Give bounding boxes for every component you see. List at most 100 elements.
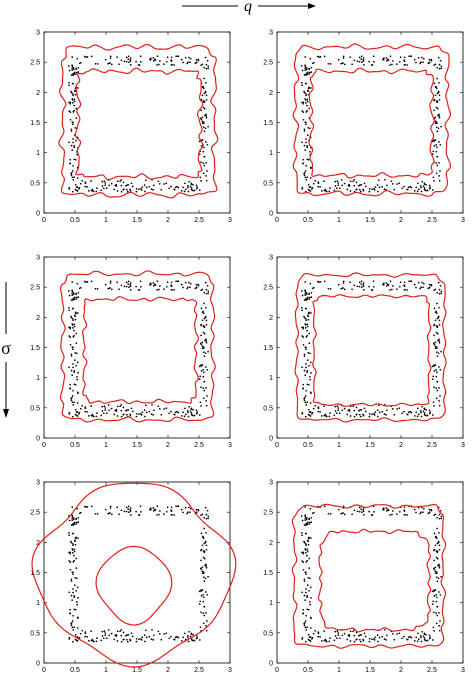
data-point bbox=[126, 634, 128, 636]
data-point bbox=[72, 292, 75, 294]
data-point bbox=[438, 94, 441, 97]
data-point bbox=[356, 510, 359, 513]
data-point bbox=[158, 408, 161, 410]
data-point bbox=[72, 67, 75, 69]
data-point bbox=[184, 638, 187, 641]
data-point bbox=[437, 91, 440, 94]
data-point bbox=[301, 141, 303, 144]
data-point bbox=[203, 101, 206, 104]
y-tick-label: 2 bbox=[269, 90, 273, 97]
data-point bbox=[198, 378, 201, 380]
data-point bbox=[324, 413, 327, 416]
data-point bbox=[159, 285, 161, 287]
data-point bbox=[73, 539, 76, 542]
data-point bbox=[129, 289, 132, 291]
data-point bbox=[104, 508, 107, 511]
data-point bbox=[202, 331, 205, 334]
data-point bbox=[200, 386, 202, 389]
data-point bbox=[309, 361, 312, 364]
data-point bbox=[436, 551, 439, 554]
data-point bbox=[202, 600, 205, 603]
data-point bbox=[153, 283, 156, 286]
data-point bbox=[303, 622, 305, 625]
data-point bbox=[200, 549, 202, 552]
data-point bbox=[73, 608, 76, 611]
data-point bbox=[304, 415, 307, 418]
data-point bbox=[195, 187, 198, 190]
data-point bbox=[438, 323, 441, 326]
data-point bbox=[107, 62, 110, 65]
data-point bbox=[204, 506, 207, 509]
data-point bbox=[433, 630, 435, 632]
data-point bbox=[175, 280, 177, 283]
data-point bbox=[195, 508, 198, 511]
data-point bbox=[373, 286, 375, 288]
data-point bbox=[75, 557, 78, 560]
data-point bbox=[201, 544, 204, 547]
data-point bbox=[73, 104, 75, 107]
data-point bbox=[342, 287, 344, 289]
data-point bbox=[69, 343, 72, 346]
data-point bbox=[438, 565, 441, 567]
data-point bbox=[78, 287, 81, 290]
data-point bbox=[435, 375, 438, 378]
data-point bbox=[109, 512, 111, 514]
data-point bbox=[76, 577, 78, 580]
x-tick-label: 3 bbox=[461, 442, 465, 449]
data-point bbox=[163, 63, 165, 65]
data-point bbox=[202, 100, 205, 102]
data-point bbox=[70, 369, 73, 372]
data-point bbox=[200, 514, 202, 517]
data-point bbox=[337, 508, 340, 511]
data-point bbox=[303, 624, 306, 627]
data-point bbox=[348, 410, 351, 412]
data-point bbox=[359, 409, 361, 411]
y-tick-label: 2 bbox=[36, 540, 40, 547]
data-point bbox=[72, 68, 75, 71]
data-point bbox=[109, 55, 112, 58]
data-point bbox=[392, 60, 394, 62]
data-point bbox=[73, 584, 76, 586]
data-point bbox=[385, 282, 388, 284]
data-point bbox=[203, 580, 206, 583]
data-point bbox=[144, 640, 146, 643]
data-point bbox=[415, 636, 418, 639]
data-point bbox=[305, 93, 307, 95]
data-point bbox=[109, 57, 112, 59]
data-point bbox=[421, 56, 423, 59]
data-point bbox=[103, 180, 106, 182]
data-point bbox=[68, 551, 70, 554]
data-point bbox=[137, 514, 140, 516]
data-point bbox=[110, 407, 113, 410]
data-point bbox=[102, 412, 105, 415]
data-point bbox=[128, 511, 130, 514]
data-point bbox=[435, 369, 437, 371]
data-point bbox=[338, 187, 341, 190]
data-point bbox=[205, 179, 208, 182]
data-point bbox=[438, 98, 441, 101]
data-point bbox=[140, 638, 142, 640]
data-point bbox=[435, 622, 438, 625]
contour-outer bbox=[294, 272, 447, 423]
data-point bbox=[303, 74, 306, 76]
data-point bbox=[317, 185, 320, 188]
data-point bbox=[90, 189, 93, 192]
data-point bbox=[305, 588, 307, 590]
data-point bbox=[340, 287, 343, 290]
data-point bbox=[406, 638, 408, 641]
data-point bbox=[73, 559, 76, 562]
contour-outer bbox=[292, 43, 452, 197]
data-point bbox=[153, 58, 156, 61]
x-tick-label: 0 bbox=[42, 442, 46, 449]
data-point bbox=[70, 594, 73, 597]
data-point bbox=[396, 408, 398, 410]
data-point bbox=[349, 190, 352, 192]
data-point bbox=[304, 281, 307, 283]
data-point bbox=[160, 638, 163, 641]
data-point bbox=[76, 376, 78, 378]
data-point bbox=[163, 633, 165, 635]
data-point bbox=[72, 614, 74, 617]
data-point bbox=[327, 62, 330, 65]
y-tick-label: 3 bbox=[269, 30, 273, 37]
data-point bbox=[304, 626, 307, 629]
